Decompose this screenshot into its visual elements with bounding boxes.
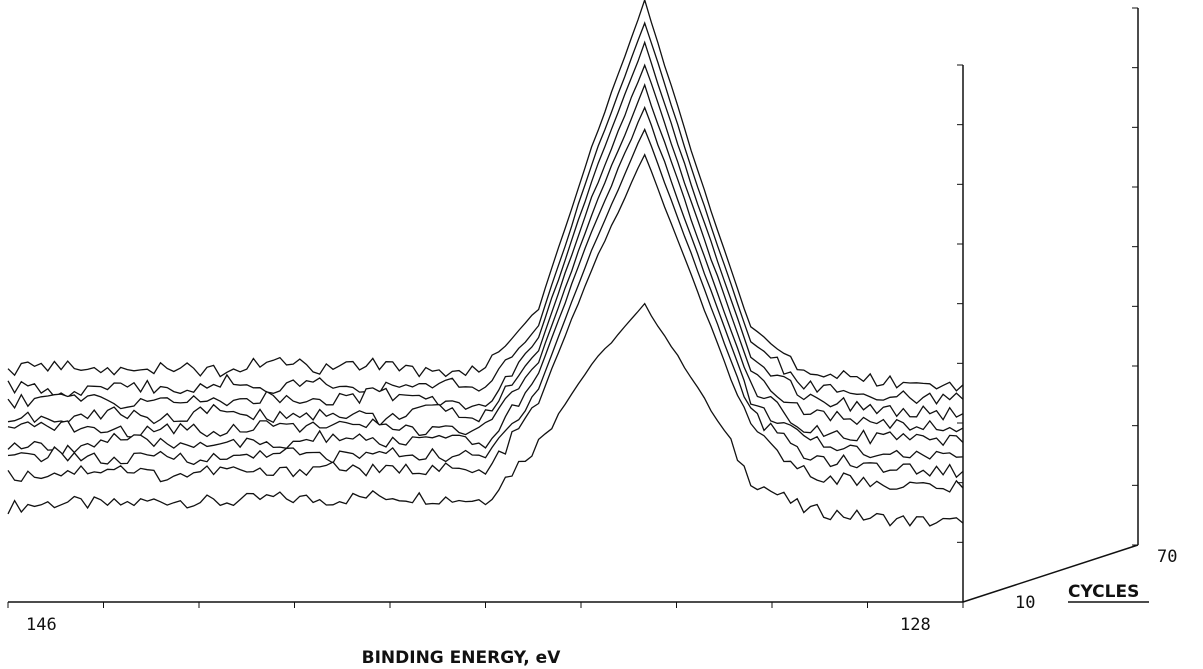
x-axis-title: BINDING ENERGY, eV <box>362 648 562 668</box>
x-tick-label-128: 128 <box>900 615 931 635</box>
series-5-line <box>7 82 964 447</box>
x-tick-label-146: 146 <box>26 615 57 635</box>
series-6-line <box>7 63 964 433</box>
axes <box>7 7 1139 608</box>
vertical-axis-ticks <box>957 7 1138 603</box>
z-tick-label-70: 70 <box>1157 547 1177 567</box>
depth-axis-line <box>962 544 1139 603</box>
series-1-mask <box>8 303 963 550</box>
series-9-line <box>7 0 964 392</box>
x-axis-minor-ticks <box>7 602 964 608</box>
series-2-line <box>7 153 964 493</box>
series-2-mask <box>8 154 963 543</box>
z-axis-title: CYCLES <box>1068 582 1139 602</box>
series-3-line <box>7 127 964 479</box>
spectra-traces <box>7 0 964 550</box>
z-tick-label-10: 10 <box>1015 593 1035 613</box>
series-7-line <box>7 40 964 421</box>
series-4-line <box>7 105 964 460</box>
series-1-line <box>7 302 964 527</box>
series-8-line <box>7 21 964 405</box>
